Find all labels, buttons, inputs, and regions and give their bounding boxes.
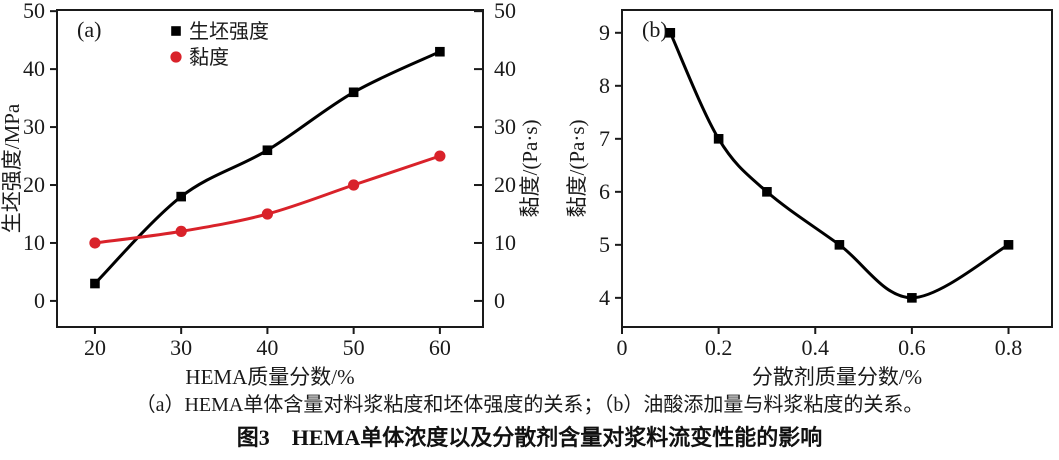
y-tick-label: 50 xyxy=(23,0,45,23)
y-axis-label: 生坯强度/MPa xyxy=(0,103,24,233)
series-line xyxy=(93,50,442,286)
x-tick-label: 50 xyxy=(343,335,365,360)
y-tick-label: 9 xyxy=(599,20,610,45)
data-point-marker xyxy=(665,27,676,38)
y-tick-label: 10 xyxy=(23,230,45,255)
y-tick-right-label: 50 xyxy=(494,0,516,23)
y-tick-label: 40 xyxy=(23,56,45,81)
data-point-marker xyxy=(348,179,360,191)
x-axis-label: HEMA质量分数/% xyxy=(185,365,354,389)
y-tick-right-label: 20 xyxy=(494,172,516,197)
y-tick-label: 6 xyxy=(599,179,610,204)
y-tick-right-label: 30 xyxy=(494,114,516,139)
data-point-marker xyxy=(762,187,772,197)
data-point-marker xyxy=(90,278,100,289)
y-tick-label: 5 xyxy=(599,232,610,257)
data-point-marker xyxy=(348,87,359,98)
y-tick-right-label: 10 xyxy=(494,230,516,255)
plot-frame xyxy=(621,9,1053,328)
panel-label: (a) xyxy=(77,17,101,42)
x-tick-label: 0.2 xyxy=(705,335,733,360)
x-tick-label: 0.4 xyxy=(802,335,830,360)
data-point-marker xyxy=(261,208,274,220)
y-axis-label: 黏度/(Pa·s) xyxy=(565,120,589,218)
y-tick-label: 4 xyxy=(599,285,610,310)
x-tick-label: 0.8 xyxy=(995,335,1023,360)
y-tick-label: 20 xyxy=(23,172,45,197)
legend-label: 生坯强度 xyxy=(189,20,269,43)
data-point-marker xyxy=(262,145,273,156)
data-point-marker xyxy=(907,293,917,303)
x-tick-label: 0.6 xyxy=(898,335,926,360)
data-point-marker xyxy=(435,46,445,57)
plot-frame xyxy=(56,9,484,328)
y-tick-label: 8 xyxy=(599,73,610,98)
figure-caption: （a）HEMA单体含量对料浆粘度和坯体强度的关系；（b）油酸添加量与料浆粘度的关… xyxy=(135,394,924,416)
data-point-marker xyxy=(175,225,187,237)
x-tick-label: 30 xyxy=(170,335,192,360)
y-tick-right-label: 40 xyxy=(494,56,516,81)
data-point-marker xyxy=(176,191,186,202)
data-point-marker xyxy=(834,240,845,250)
legend-swatch xyxy=(170,51,182,63)
figure-title: 图3 HEMA单体浓度以及分散剂含量对浆料流变性能的影响 xyxy=(236,425,823,450)
data-point-marker xyxy=(1003,240,1014,250)
series-line xyxy=(668,31,1010,300)
chart-b: 0 0.2 0.4 0.6 0.8 4 5 6 7 8 9 分散剂质量分数/% 黏度/(Pa·s) (b) xyxy=(565,9,1053,389)
data-point-marker xyxy=(89,237,101,249)
charts-canvas: 20 30 40 50 600102030405001020304050HEMA质量分数… xyxy=(0,0,1053,389)
x-axis-label: 分散剂质量分数/% xyxy=(752,365,922,389)
y-axis-right-label: 黏度/(Pa·s) xyxy=(518,120,542,218)
x-tick-label: 40 xyxy=(256,335,278,360)
data-point-marker xyxy=(434,150,446,162)
y-tick-label: 0 xyxy=(34,288,45,313)
x-tick-label: 60 xyxy=(429,335,451,360)
chart-a: 20 30 40 50 60 0 10 20 30 40 50 0 10 20 30 40 50 HEMA质量分数… xyxy=(0,0,542,389)
y-tick-right-label: 0 xyxy=(494,288,505,313)
y-tick-label: 7 xyxy=(599,126,610,151)
data-point-marker xyxy=(713,134,724,144)
x-tick-label: 0 xyxy=(617,335,628,360)
panel-label: (b) xyxy=(642,17,668,42)
y-tick-label: 30 xyxy=(23,114,45,139)
x-tick-label: 20 xyxy=(84,335,106,360)
legend-label: 黏度 xyxy=(189,46,229,69)
legend-swatch xyxy=(171,26,181,36)
